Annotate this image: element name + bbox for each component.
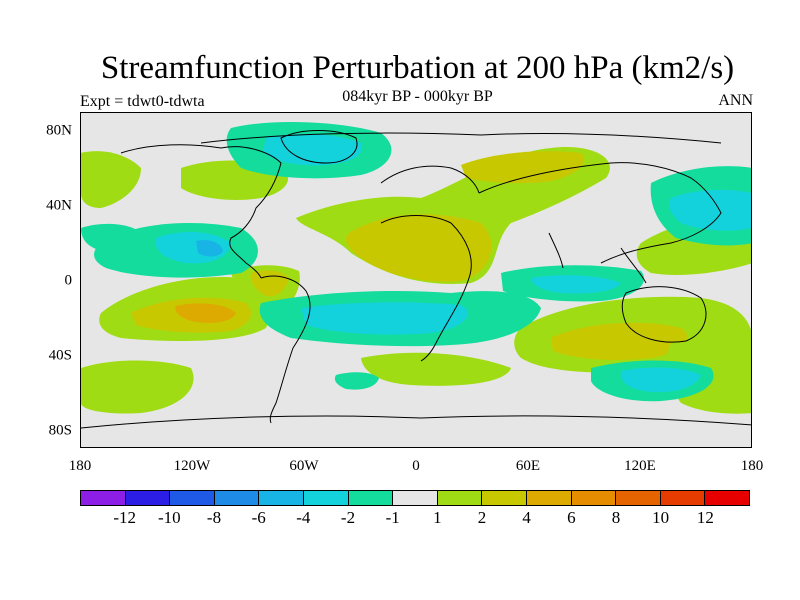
colorbar-label: 2	[477, 508, 487, 527]
south-indian-ocean-core	[620, 367, 701, 393]
south-atlantic-band	[361, 352, 511, 386]
sahara-high	[346, 214, 492, 282]
colorbar-label: 6	[567, 508, 576, 527]
india-coast	[548, 232, 564, 269]
lat-label-0: 0	[64, 272, 73, 289]
east-asia-core	[669, 189, 751, 231]
colorbar-label: -8	[206, 508, 222, 527]
colorbar-label: 10	[652, 508, 670, 527]
lon-label-60w: 60W	[289, 458, 319, 474]
colorbar-swatch	[259, 491, 304, 505]
lat-label-40s: 40S	[48, 347, 72, 364]
southern-ocean-west	[81, 360, 194, 414]
south-atlantic-indian-core	[301, 302, 468, 335]
map-panel	[80, 112, 752, 448]
plot-title: Streamfunction Perturbation at 200 hPa (…	[100, 50, 735, 86]
lon-label-0: 0	[412, 458, 420, 474]
lat-label-80n: 80N	[46, 122, 72, 139]
colorbar-swatch	[393, 491, 438, 505]
lon-label-120e: 120E	[624, 458, 656, 474]
colorbar-label: -4	[296, 508, 311, 527]
arctic-coast	[200, 132, 722, 144]
colorbar-swatch	[482, 491, 527, 505]
plot-subtitle: 084kyr BP - 000kyr BP	[342, 88, 493, 105]
lon-label-120w: 120W	[173, 458, 211, 474]
colorbar-swatch	[348, 491, 394, 505]
colorbar-label: 4	[522, 508, 531, 527]
colorbar-swatch	[125, 491, 171, 505]
asia-coast	[478, 162, 722, 264]
lon-label-180w: 180	[68, 458, 92, 474]
colorbar-swatch	[170, 491, 215, 505]
lon-label-60e: 60E	[515, 458, 541, 474]
indian-ocean-tropical-core	[531, 275, 621, 294]
colorbar-label: -12	[113, 508, 136, 527]
colorbar-swatch	[660, 491, 706, 505]
colorbar-swatch	[303, 491, 349, 505]
colorbar-label: 12	[696, 508, 714, 527]
season-label: ANN	[718, 92, 753, 109]
siberia-high	[461, 151, 585, 184]
lat-label-80s: 80S	[48, 422, 72, 439]
lon-label-180e: 180	[740, 458, 764, 474]
negative-anomaly-regions	[81, 121, 751, 402]
colorbar-swatch	[705, 491, 749, 505]
north-pacific-west	[81, 151, 141, 208]
colorbar-swatch	[437, 491, 483, 505]
southeast-asia-coast	[620, 247, 647, 284]
coastlines	[81, 130, 751, 429]
colorbar-label: 8	[611, 508, 621, 527]
central-pacific-max	[196, 240, 223, 257]
australia-high	[551, 322, 687, 361]
europe-coast	[380, 165, 480, 194]
streamfunction-map	[81, 121, 751, 429]
africa-coast	[380, 215, 472, 362]
colorbar-swatch	[616, 491, 661, 505]
colorbar-label: -10	[157, 508, 181, 527]
equatorial-pacific-low	[81, 223, 141, 250]
antarctica-coast	[81, 415, 751, 429]
colorbar-swatch	[81, 491, 126, 505]
greenland-coast	[280, 130, 358, 164]
colorbar-label: -1	[385, 508, 400, 527]
experiment-label: Expt = tdwt0-tdwta	[80, 93, 205, 110]
lat-label-40n: 40N	[46, 197, 72, 214]
south-america-coast	[260, 275, 311, 424]
australia-coast	[621, 286, 707, 343]
south-atlantic-small-low	[334, 372, 379, 390]
colorbar-label: -2	[340, 508, 356, 527]
colorbar-label: 1	[433, 508, 442, 527]
southeast-pacific-max	[175, 303, 236, 323]
colorbar-swatch	[214, 491, 260, 505]
colorbar-swatch	[571, 491, 617, 505]
colorbar-swatch	[526, 491, 572, 505]
positive-anomaly-regions	[81, 147, 751, 414]
colorbar-label: -6	[251, 508, 266, 527]
north-america-arctic-core	[263, 133, 362, 166]
north-america-coast	[120, 144, 282, 279]
colorbar	[80, 490, 750, 506]
